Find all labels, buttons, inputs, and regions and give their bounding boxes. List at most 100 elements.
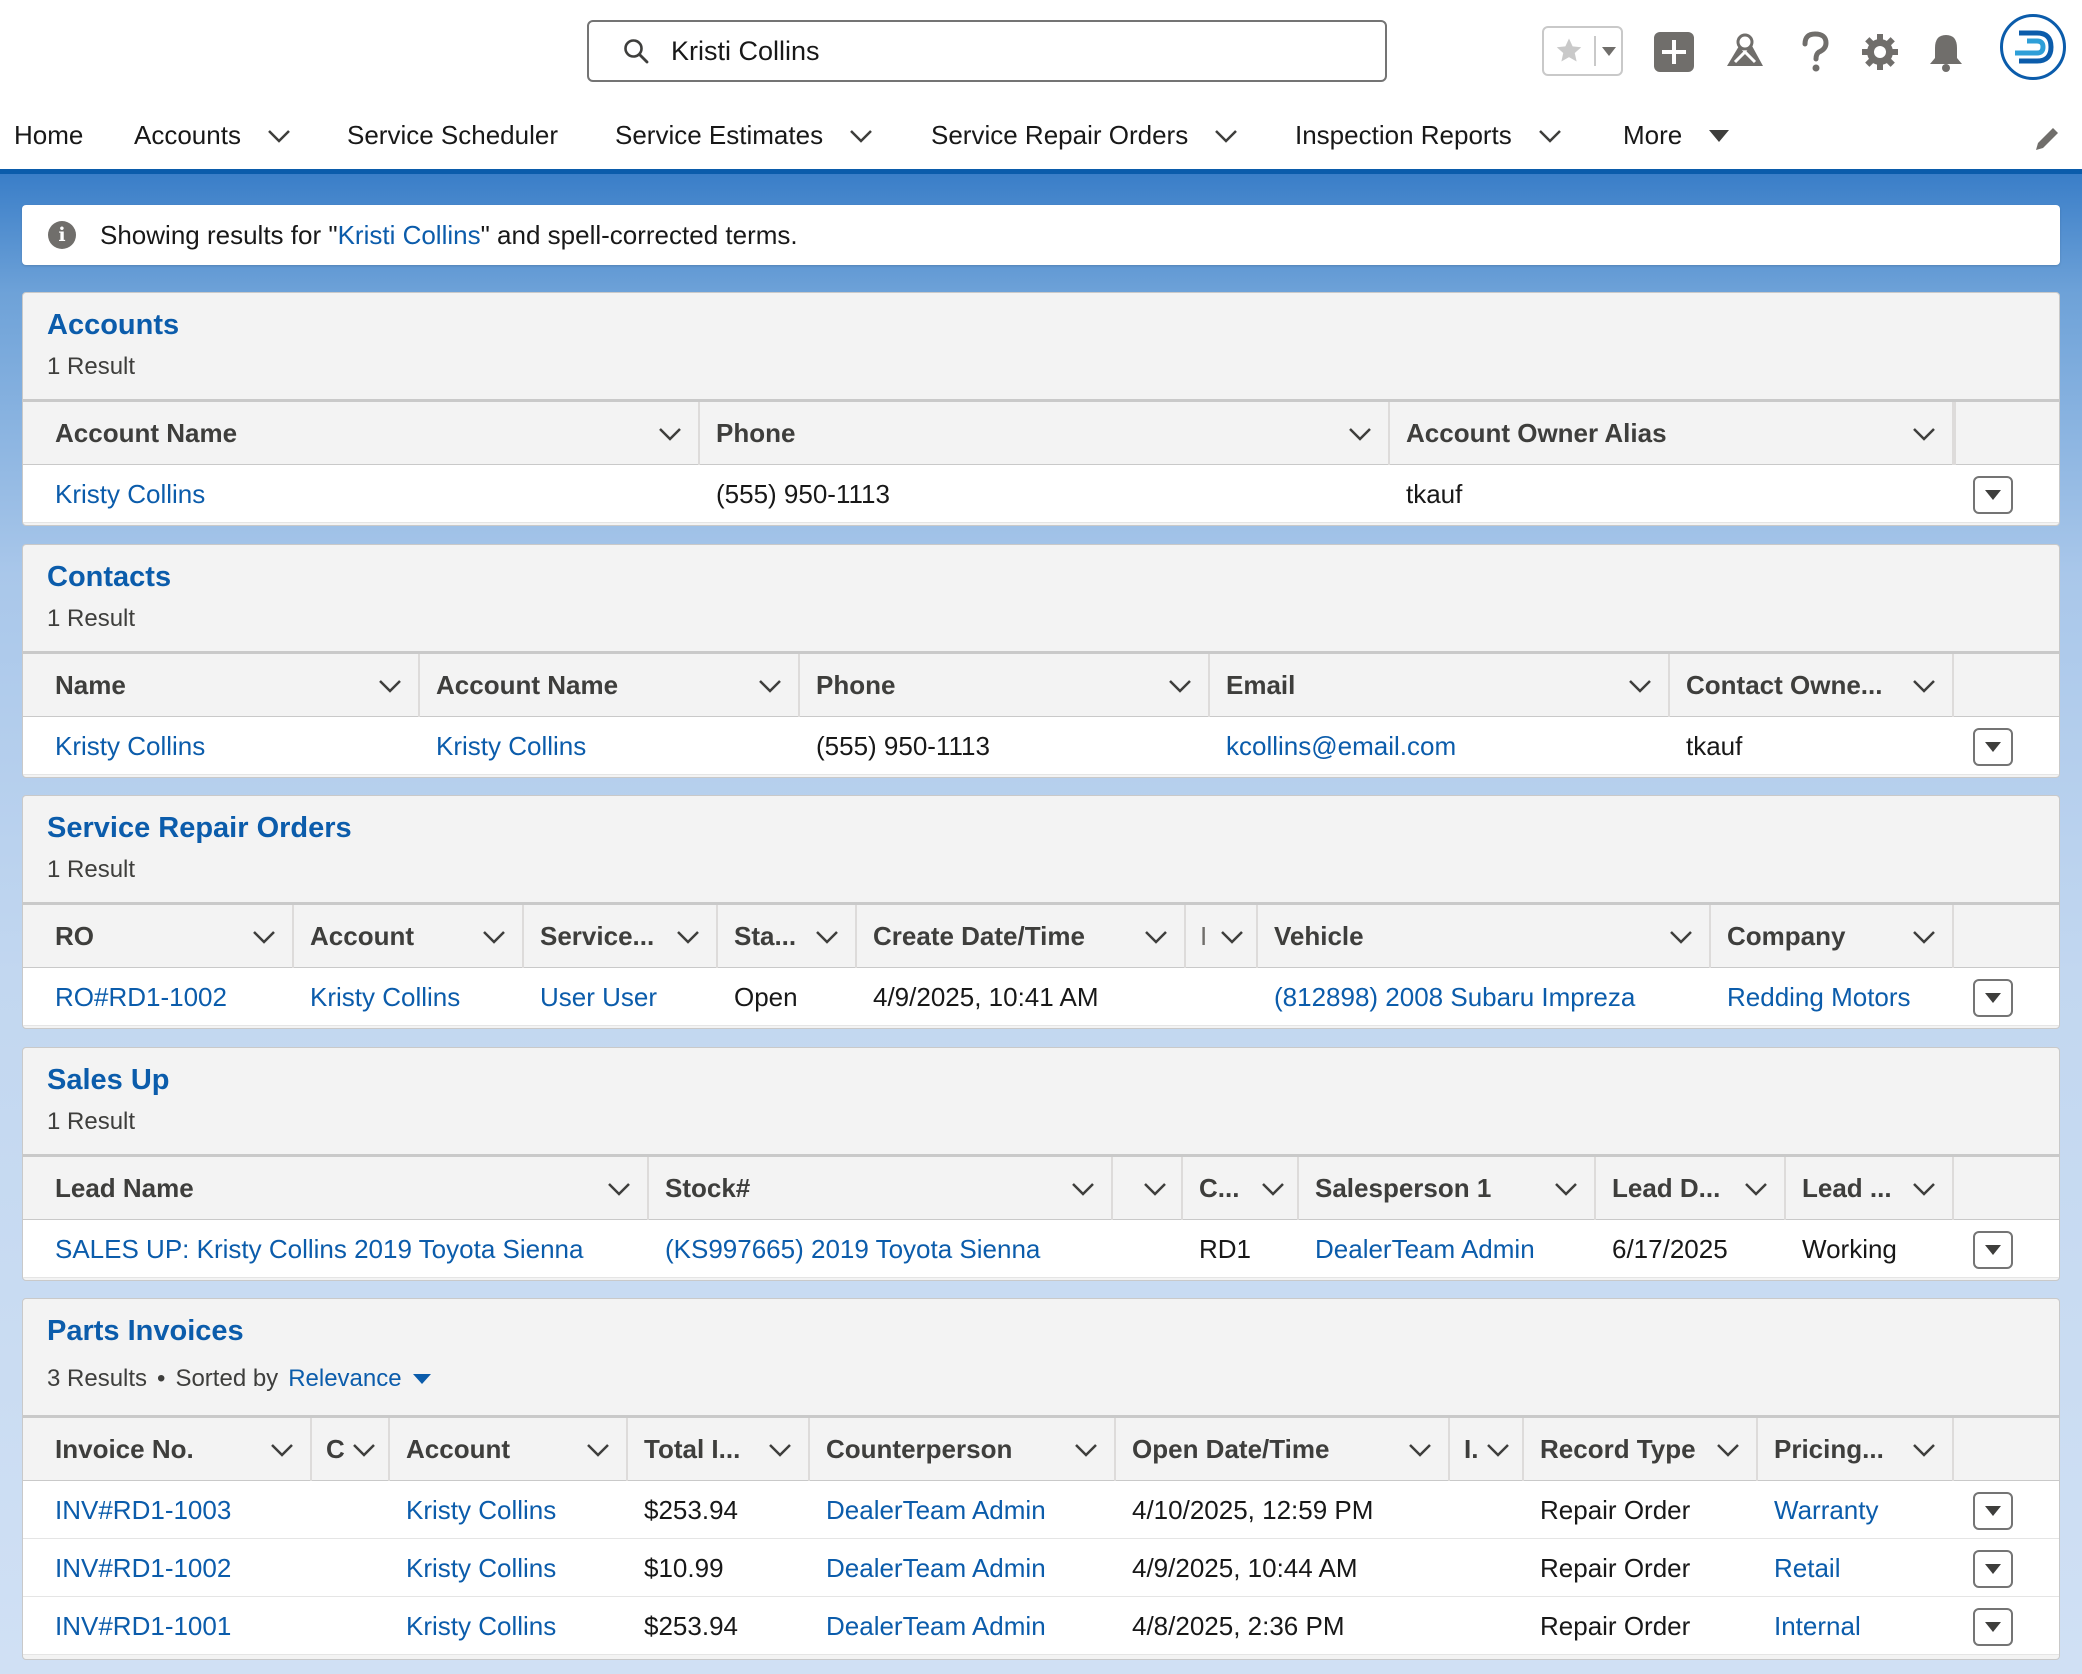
chevron-down-icon[interactable]: [1074, 1443, 1098, 1457]
chevron-down-icon[interactable]: [1912, 427, 1936, 441]
row-action-menu-button[interactable]: [1973, 979, 2013, 1017]
email-link[interactable]: kcollins@email.com: [1226, 730, 1457, 761]
account-name-link[interactable]: Kristy Collins: [55, 478, 206, 509]
column-header[interactable]: Company: [1711, 905, 1954, 968]
invoice-number-link[interactable]: INV#RD1-1001: [55, 1610, 232, 1641]
chevron-down-icon[interactable]: [1214, 129, 1238, 143]
stock-link[interactable]: (KS997665) 2019 Toyota Sienna: [665, 1233, 1041, 1264]
chevron-down-icon[interactable]: [768, 1443, 792, 1457]
chevron-down-icon[interactable]: [676, 930, 700, 944]
column-header[interactable]: Contact Owne...: [1670, 654, 1954, 717]
column-header[interactable]: C: [312, 1418, 390, 1481]
nav-tab-service-scheduler[interactable]: Service Scheduler: [347, 120, 558, 151]
chevron-down-icon[interactable]: [1348, 427, 1372, 441]
caret-down-icon[interactable]: [1708, 129, 1730, 143]
column-header[interactable]: Account Name: [420, 654, 800, 717]
company-link[interactable]: Redding Motors: [1727, 981, 1911, 1012]
column-header[interactable]: Account Name: [23, 402, 700, 465]
row-action-menu-button[interactable]: [1973, 476, 2013, 514]
nav-tab-accounts[interactable]: Accounts: [134, 120, 291, 151]
card-title[interactable]: Accounts: [47, 309, 180, 341]
column-header[interactable]: Counterperson: [810, 1418, 1116, 1481]
salesperson-link[interactable]: DealerTeam Admin: [1315, 1233, 1535, 1264]
chevron-down-icon[interactable]: [1408, 1443, 1432, 1457]
chevron-down-icon[interactable]: [1912, 1443, 1936, 1457]
column-header[interactable]: Account: [294, 905, 524, 968]
chevron-down-icon[interactable]: [1220, 930, 1244, 944]
chevron-down-icon[interactable]: [1669, 930, 1693, 944]
chevron-down-icon[interactable]: [1486, 1443, 1510, 1457]
chevron-down-icon[interactable]: [1168, 679, 1192, 693]
column-header[interactable]: RO: [23, 905, 294, 968]
ro-number-link[interactable]: RO#RD1-1002: [55, 981, 227, 1012]
column-header[interactable]: Phone: [700, 402, 1390, 465]
counterperson-link[interactable]: DealerTeam Admin: [826, 1552, 1046, 1583]
chevron-down-icon[interactable]: [1628, 679, 1652, 693]
column-header[interactable]: Account: [390, 1418, 628, 1481]
nav-tab-service-estimates[interactable]: Service Estimates: [615, 120, 873, 151]
service-advisor-link[interactable]: User User: [540, 981, 658, 1012]
chevron-down-icon[interactable]: [1596, 45, 1621, 57]
chevron-down-icon[interactable]: [482, 930, 506, 944]
chevron-down-icon[interactable]: [1554, 1182, 1578, 1196]
chevron-down-icon[interactable]: [1912, 679, 1936, 693]
chevron-down-icon[interactable]: [815, 930, 839, 944]
chevron-down-icon[interactable]: [1716, 1443, 1740, 1457]
column-header[interactable]: Pricing...: [1758, 1418, 1954, 1481]
column-header[interactable]: Invoice No.: [23, 1418, 312, 1481]
column-header[interactable]: Sta...: [718, 905, 857, 968]
column-header[interactable]: Lead ...: [1786, 1157, 1954, 1220]
trailhead-icon[interactable]: [1720, 26, 1770, 78]
column-header[interactable]: Lead D...: [1596, 1157, 1786, 1220]
column-header[interactable]: Phone: [800, 654, 1210, 717]
pricing-link[interactable]: Retail: [1774, 1552, 1841, 1583]
card-title[interactable]: Sales Up: [47, 1064, 170, 1096]
account-link[interactable]: Kristy Collins: [406, 1494, 557, 1525]
chevron-down-icon[interactable]: [607, 1182, 631, 1196]
column-header[interactable]: Service...: [524, 905, 718, 968]
column-header[interactable]: Total I...: [628, 1418, 810, 1481]
counterperson-link[interactable]: DealerTeam Admin: [826, 1494, 1046, 1525]
chevron-down-icon[interactable]: [252, 930, 276, 944]
chevron-down-icon[interactable]: [1143, 1182, 1167, 1196]
chevron-down-icon[interactable]: [1144, 930, 1168, 944]
chevron-down-icon[interactable]: [658, 427, 682, 441]
column-header[interactable]: Account Owner Alias: [1390, 402, 1954, 465]
vehicle-link[interactable]: (812898) 2008 Subaru Impreza: [1274, 981, 1636, 1012]
chevron-down-icon[interactable]: [1744, 1182, 1768, 1196]
chevron-down-icon[interactable]: [1912, 930, 1936, 944]
chevron-down-icon[interactable]: [586, 1443, 610, 1457]
account-link[interactable]: Kristy Collins: [406, 1610, 557, 1641]
nav-tab-home[interactable]: Home: [14, 120, 83, 151]
nav-tab-service-repair-orders[interactable]: Service Repair Orders: [931, 120, 1238, 151]
invoice-number-link[interactable]: INV#RD1-1002: [55, 1552, 232, 1583]
column-header[interactable]: Vehicle: [1258, 905, 1711, 968]
star-icon[interactable]: [1544, 36, 1596, 66]
chevron-down-icon[interactable]: [352, 1443, 376, 1457]
card-title[interactable]: Service Repair Orders: [47, 812, 352, 844]
chevron-down-icon[interactable]: [378, 679, 402, 693]
column-header[interactable]: Record Type: [1524, 1418, 1758, 1481]
column-header[interactable]: I.: [1450, 1418, 1524, 1481]
column-header[interactable]: Email: [1210, 654, 1670, 717]
chevron-down-icon[interactable]: [1538, 129, 1562, 143]
column-header[interactable]: C...: [1183, 1157, 1299, 1220]
setup-gear-icon[interactable]: [1858, 26, 1902, 78]
chevron-down-icon[interactable]: [849, 129, 873, 143]
card-title[interactable]: Contacts: [47, 561, 172, 593]
notification-bell-icon[interactable]: [1924, 26, 1968, 78]
lead-name-link[interactable]: SALES UP: Kristy Collins 2019 Toyota Sie…: [55, 1233, 584, 1264]
banner-search-term-link[interactable]: Kristi Collins: [337, 219, 481, 250]
column-header[interactable]: Open Date/Time: [1116, 1418, 1450, 1481]
account-link[interactable]: Kristy Collins: [310, 981, 461, 1012]
account-name-link[interactable]: Kristy Collins: [436, 730, 587, 761]
row-action-menu-button[interactable]: [1973, 1550, 2013, 1588]
row-action-menu-button[interactable]: [1973, 728, 2013, 766]
chevron-down-icon[interactable]: [758, 679, 782, 693]
column-header[interactable]: Create Date/Time: [857, 905, 1186, 968]
edit-nav-pencil-icon[interactable]: [2032, 124, 2062, 159]
nav-tab-more[interactable]: More: [1623, 120, 1730, 151]
nav-tab-inspection-reports[interactable]: Inspection Reports: [1295, 120, 1562, 151]
chevron-down-icon[interactable]: [267, 129, 291, 143]
chevron-down-icon[interactable]: [270, 1443, 294, 1457]
